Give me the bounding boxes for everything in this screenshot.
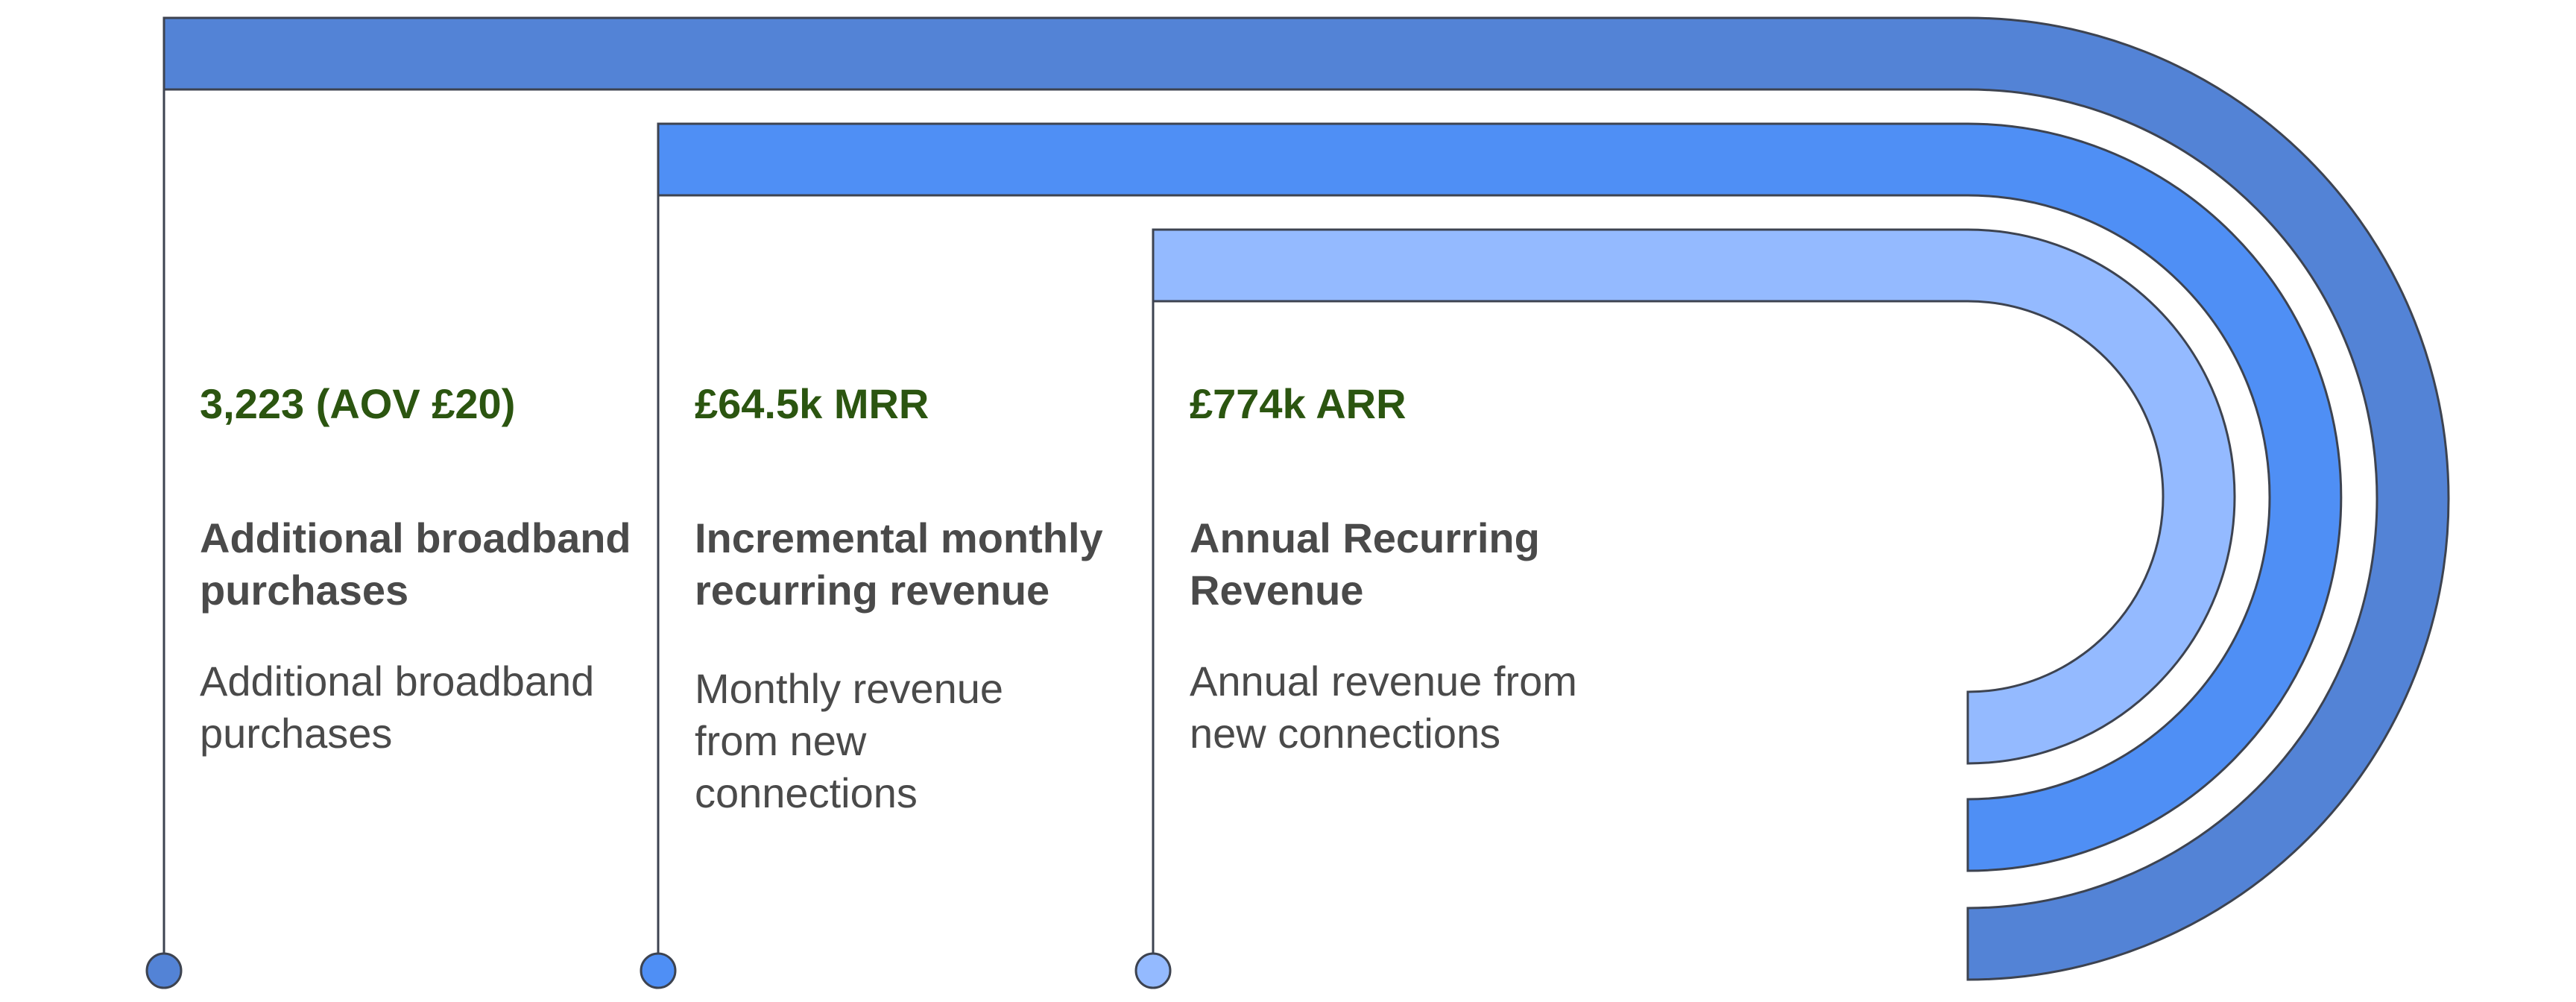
stage-1-metric: 3,223 (AOV £20) (200, 380, 516, 427)
stage-3-description: Annual revenue from new connections (1190, 658, 1577, 757)
curved-bands (162, 16, 2450, 981)
stage-1-description: Additional broadband purchases (200, 658, 595, 757)
stage-3-title: Annual Recurring Revenue (1190, 514, 1540, 614)
stage-2-block: £64.5k MRR Incremental monthly recurring… (695, 378, 1112, 816)
stage-2-title: Incremental monthly recurring revenue (695, 514, 1103, 614)
stage-3-metric: £774k ARR (1190, 380, 1407, 427)
stage-1-title: Additional broadband purchases (200, 514, 631, 614)
stage-1-dot (145, 952, 183, 989)
stage-2-description: Monthly revenue from new connections (695, 665, 1004, 816)
stage-2-metric: £64.5k MRR (695, 380, 929, 427)
stage-3-block: £774k ARR Annual Recurring Revenue Annua… (1190, 378, 1652, 757)
stage-3-band (1152, 228, 2236, 765)
vertical-stems (145, 89, 1172, 989)
stage-2-band (657, 122, 2343, 872)
stage-2-dot (640, 952, 677, 989)
stage-1-block: 3,223 (AOV £20) Additional broadband pur… (200, 378, 647, 757)
stage-3-dot (1134, 952, 1172, 989)
stage-1-band (162, 16, 2450, 981)
